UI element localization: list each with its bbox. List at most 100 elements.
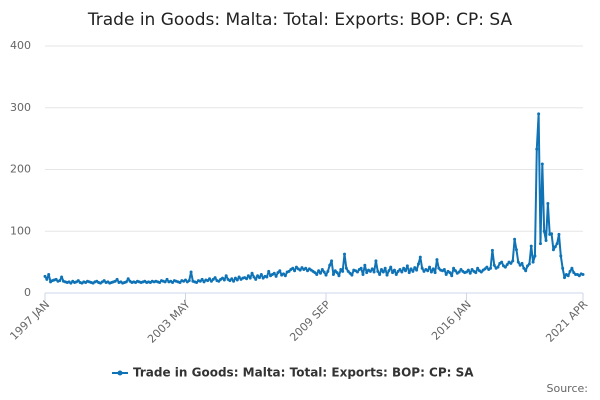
point bbox=[317, 269, 321, 273]
point bbox=[537, 112, 541, 116]
point bbox=[202, 280, 206, 284]
point bbox=[200, 277, 204, 281]
point bbox=[224, 274, 228, 278]
point bbox=[450, 274, 454, 278]
point bbox=[265, 275, 269, 279]
legend-marker bbox=[117, 370, 123, 376]
point bbox=[531, 260, 535, 264]
point bbox=[304, 266, 308, 270]
point bbox=[187, 279, 191, 283]
point bbox=[209, 279, 213, 283]
point bbox=[315, 272, 319, 276]
point bbox=[466, 268, 470, 272]
point bbox=[278, 269, 282, 273]
point bbox=[283, 274, 287, 278]
x-tick-label: 2016 JAN bbox=[429, 298, 474, 343]
source-label: Source: bbox=[547, 382, 589, 395]
point bbox=[361, 272, 365, 276]
point bbox=[448, 271, 452, 275]
point bbox=[228, 279, 232, 283]
point bbox=[485, 265, 489, 269]
point bbox=[267, 269, 271, 273]
point bbox=[559, 254, 563, 258]
point bbox=[503, 265, 507, 269]
y-tick-label: 200 bbox=[10, 163, 31, 176]
point bbox=[318, 271, 322, 275]
point bbox=[313, 271, 317, 275]
point bbox=[551, 248, 555, 252]
point bbox=[287, 269, 291, 273]
point bbox=[566, 274, 570, 278]
chart-title: Trade in Goods: Malta: Total: Exports: B… bbox=[87, 10, 513, 30]
point bbox=[422, 269, 426, 273]
point bbox=[535, 147, 539, 151]
point bbox=[496, 265, 500, 269]
point bbox=[47, 272, 51, 276]
point bbox=[257, 276, 261, 280]
point bbox=[442, 268, 446, 272]
point bbox=[330, 259, 334, 263]
point bbox=[500, 260, 504, 264]
y-tick-label: 400 bbox=[10, 39, 31, 52]
point bbox=[298, 268, 302, 272]
point bbox=[509, 261, 513, 265]
point bbox=[577, 274, 581, 278]
x-tick-label: 2009 SEP bbox=[287, 298, 333, 344]
point bbox=[529, 244, 533, 248]
point bbox=[331, 272, 335, 276]
point bbox=[522, 266, 526, 270]
point bbox=[470, 268, 474, 272]
point bbox=[527, 262, 531, 266]
y-tick-label: 300 bbox=[10, 101, 31, 114]
point bbox=[102, 279, 106, 283]
point bbox=[220, 276, 224, 280]
point bbox=[524, 269, 528, 273]
point bbox=[513, 237, 517, 241]
point bbox=[178, 281, 182, 285]
point bbox=[328, 263, 332, 267]
point bbox=[374, 259, 378, 263]
point bbox=[355, 270, 359, 274]
point bbox=[217, 279, 221, 283]
point bbox=[457, 270, 461, 274]
point bbox=[555, 242, 559, 246]
point bbox=[483, 267, 487, 271]
point bbox=[230, 277, 234, 281]
point bbox=[276, 271, 280, 275]
point bbox=[211, 277, 215, 281]
point bbox=[544, 239, 548, 243]
point bbox=[394, 272, 398, 276]
point bbox=[252, 275, 256, 279]
point bbox=[526, 264, 530, 268]
point bbox=[437, 266, 441, 270]
point bbox=[213, 276, 217, 280]
point bbox=[533, 254, 537, 258]
point bbox=[261, 276, 265, 280]
point bbox=[124, 280, 128, 284]
point bbox=[195, 281, 199, 285]
point bbox=[235, 278, 239, 282]
point bbox=[402, 266, 406, 270]
point bbox=[407, 271, 411, 275]
point bbox=[341, 269, 345, 273]
point bbox=[453, 269, 457, 273]
point bbox=[259, 272, 263, 276]
point bbox=[428, 265, 432, 269]
point bbox=[343, 252, 347, 256]
point bbox=[550, 232, 554, 236]
point bbox=[540, 162, 544, 166]
x-tick-label: 2003 MAY bbox=[145, 298, 193, 346]
point bbox=[557, 232, 561, 236]
point bbox=[568, 269, 572, 273]
point bbox=[514, 248, 518, 252]
point bbox=[492, 263, 496, 267]
point bbox=[113, 279, 117, 283]
point bbox=[409, 267, 413, 271]
point bbox=[405, 264, 409, 268]
point bbox=[291, 266, 295, 270]
point bbox=[115, 277, 119, 281]
point bbox=[294, 265, 298, 269]
point bbox=[474, 271, 478, 275]
point bbox=[76, 279, 80, 283]
